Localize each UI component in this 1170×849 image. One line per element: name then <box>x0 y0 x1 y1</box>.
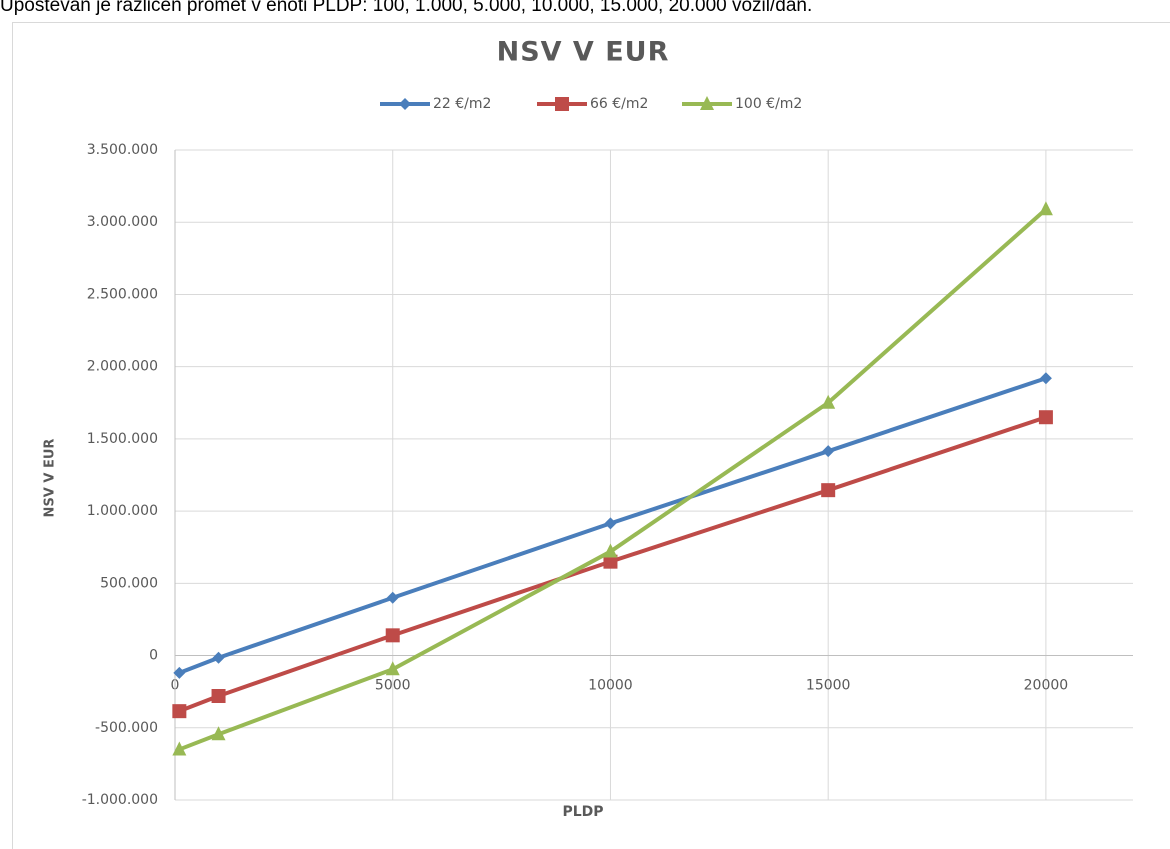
marker <box>211 689 226 703</box>
marker <box>821 394 836 409</box>
legend-label: 22 €/m2 <box>433 96 491 112</box>
x-tick-label: 10000 <box>588 678 633 694</box>
y-tick-label: 500.000 <box>100 575 158 591</box>
x-tick-label: 5000 <box>375 678 411 694</box>
y-tick-label: 3.500.000 <box>87 142 158 158</box>
marker <box>822 445 835 458</box>
marker <box>385 628 400 643</box>
marker <box>211 726 226 741</box>
marker <box>1038 410 1053 425</box>
marker <box>172 704 187 719</box>
x-tick-label: 15000 <box>806 678 851 694</box>
marker <box>603 543 618 558</box>
marker <box>399 98 411 110</box>
y-tick-label: 2.000.000 <box>87 359 158 375</box>
marker <box>555 97 569 111</box>
marker <box>821 483 836 498</box>
marker <box>1038 201 1053 216</box>
marker <box>212 651 225 664</box>
series-line <box>178 376 1047 675</box>
y-tick-label: 2.500.000 <box>87 286 158 302</box>
marker <box>604 517 617 530</box>
y-tick-label: 0 <box>149 648 158 664</box>
x-axis-label: PLDP <box>562 804 603 820</box>
legend-label: 100 €/m2 <box>735 96 802 112</box>
y-tick-label: 3.000.000 <box>87 214 158 230</box>
chart-title: NSV V EUR <box>497 37 670 68</box>
marker <box>700 96 714 110</box>
legend-label: 66 €/m2 <box>590 96 648 112</box>
marker <box>385 661 400 676</box>
marker <box>172 741 187 756</box>
y-tick-label: -500.000 <box>95 720 158 736</box>
chart-border <box>12 22 1170 849</box>
series-line <box>178 207 1048 752</box>
y-tick-label: 1.500.000 <box>87 431 158 447</box>
marker <box>1039 372 1052 385</box>
y-tick-label: 1.000.000 <box>87 503 158 519</box>
marker <box>603 554 618 569</box>
y-tick-label: -1.000.000 <box>82 792 158 808</box>
x-tick-label: 20000 <box>1024 678 1069 694</box>
caption: Upoštevan je različen promet v enoti PLD… <box>0 0 812 16</box>
marker <box>173 666 186 679</box>
marker <box>386 591 399 604</box>
y-axis-label: NSV V EUR <box>43 439 58 518</box>
